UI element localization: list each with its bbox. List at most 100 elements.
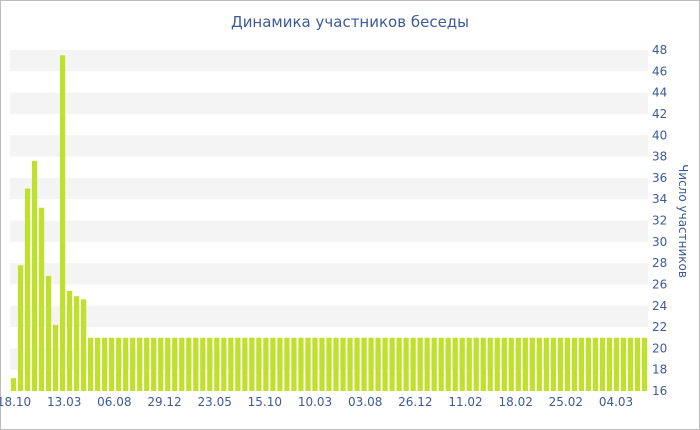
y-axis-ticks: 16 18 20 22 24 26 28 30 32 34 36 38 40 42 44 46 48 xyxy=(652,43,667,398)
bars xyxy=(10,55,648,391)
x-tick-label: 04.03 xyxy=(599,395,633,409)
bar xyxy=(24,188,31,391)
x-tick-label: 13.03 xyxy=(47,395,81,409)
bar xyxy=(564,337,571,391)
bar xyxy=(501,337,507,391)
bar xyxy=(522,337,528,391)
grid-band xyxy=(10,50,648,72)
y-tick-label: 22 xyxy=(652,320,667,334)
x-tick-label: 25.02 xyxy=(549,395,583,409)
bar xyxy=(585,337,592,391)
bar xyxy=(284,337,290,391)
bar xyxy=(137,337,143,391)
bar xyxy=(508,337,514,391)
bar xyxy=(38,207,45,391)
bar xyxy=(165,337,171,391)
y-axis-title: Число участников xyxy=(676,164,690,278)
bar xyxy=(45,275,52,391)
bar xyxy=(298,337,304,391)
bar xyxy=(73,296,80,391)
bar xyxy=(473,337,479,391)
bar xyxy=(80,299,87,391)
bar xyxy=(17,265,24,391)
bar xyxy=(87,337,94,391)
y-tick-label: 34 xyxy=(652,192,667,206)
bar xyxy=(263,337,269,391)
bar xyxy=(347,337,353,391)
bar xyxy=(123,337,129,391)
bar xyxy=(557,337,563,391)
grid-band xyxy=(10,135,648,157)
bar xyxy=(452,337,458,391)
bar xyxy=(382,337,388,391)
bar xyxy=(487,337,493,391)
bar xyxy=(186,337,192,391)
bar xyxy=(172,337,178,391)
grid-band xyxy=(10,305,648,328)
bar xyxy=(445,337,451,391)
y-tick-label: 46 xyxy=(652,64,667,78)
bar xyxy=(620,337,627,391)
bar xyxy=(536,337,542,391)
x-tick-label: 10.03 xyxy=(298,395,332,409)
bar xyxy=(403,337,409,391)
bar xyxy=(95,337,101,391)
bar xyxy=(242,337,248,391)
x-tick-label: 26.12 xyxy=(398,395,432,409)
y-tick-label: 42 xyxy=(652,107,667,121)
bar xyxy=(389,337,395,391)
bar xyxy=(634,337,641,391)
bar xyxy=(193,337,199,391)
x-tick-label: 29.12 xyxy=(147,395,181,409)
x-tick-label: 23.05 xyxy=(197,395,231,409)
x-axis-ticks: 18.10 13.03 06.08 29.12 23.05 15.10 10.03 03.08… xyxy=(0,395,633,409)
x-tick-label: 11.02 xyxy=(448,395,482,409)
bar xyxy=(340,337,346,391)
y-tick-label: 24 xyxy=(652,299,667,313)
y-tick-label: 26 xyxy=(652,277,667,291)
bar xyxy=(361,337,367,391)
bar xyxy=(375,337,381,391)
bar xyxy=(130,337,136,391)
bar xyxy=(158,337,164,391)
bar xyxy=(228,337,234,391)
y-tick-label: 40 xyxy=(652,128,667,142)
grid-band xyxy=(10,177,648,200)
bar xyxy=(613,337,620,391)
grid-band xyxy=(10,92,648,114)
y-tick-label: 48 xyxy=(652,43,667,57)
grid-bands xyxy=(10,50,648,370)
bar xyxy=(235,337,241,391)
bar xyxy=(144,337,150,391)
bar xyxy=(368,337,374,391)
bar xyxy=(424,337,430,391)
bar xyxy=(627,337,634,391)
bar xyxy=(116,337,122,391)
bar xyxy=(578,337,585,391)
y-tick-label: 16 xyxy=(652,384,667,398)
bar xyxy=(59,55,66,391)
bar xyxy=(256,337,262,391)
bar xyxy=(354,337,360,391)
bar xyxy=(480,337,486,391)
bar xyxy=(599,337,606,391)
bar xyxy=(66,290,73,391)
bar xyxy=(410,337,416,391)
bar xyxy=(515,337,521,391)
bar xyxy=(571,337,578,391)
x-tick-label: 15.10 xyxy=(248,395,282,409)
bar xyxy=(214,337,220,391)
bar xyxy=(550,337,556,391)
chart-title: Динамика участников беседы xyxy=(230,13,470,31)
bar xyxy=(459,337,465,391)
bar xyxy=(529,337,535,391)
x-tick-label: 06.08 xyxy=(97,395,131,409)
bar xyxy=(417,337,423,391)
bar xyxy=(466,337,472,391)
x-tick-label: 03.08 xyxy=(348,395,382,409)
bar xyxy=(592,337,599,391)
bar xyxy=(543,337,549,391)
grid-band xyxy=(10,220,648,242)
bar xyxy=(305,337,311,391)
